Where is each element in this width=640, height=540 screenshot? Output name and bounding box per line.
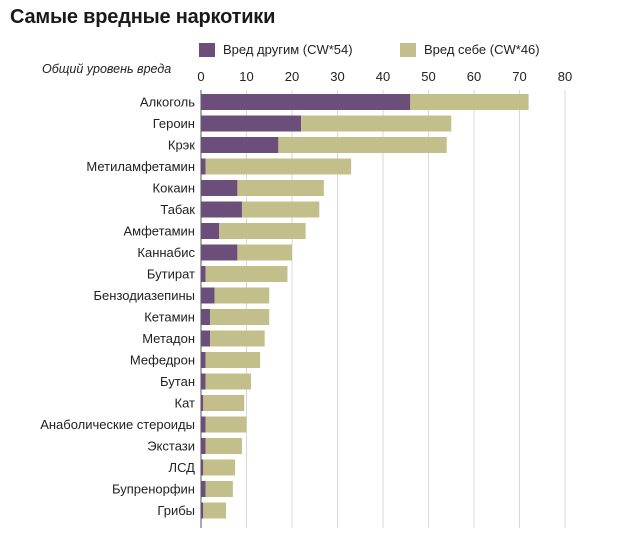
bar-others [201, 180, 238, 196]
bar-self [203, 502, 227, 519]
x-tick-label: 10 [239, 69, 253, 84]
bar-others [201, 352, 206, 368]
legend-label-others: Вред другим (CW*54) [223, 42, 353, 57]
x-tick-label: 20 [285, 69, 299, 84]
bar-others [201, 438, 206, 454]
bar-others [201, 373, 206, 390]
bar-others [201, 158, 206, 175]
bar-others [201, 201, 242, 218]
category-label: Грибы [157, 503, 195, 518]
category-label: Кокаин [153, 181, 195, 196]
bar-self [278, 137, 447, 153]
bar-others [201, 481, 206, 497]
bar-self [205, 438, 242, 454]
legend-swatch-others [199, 42, 215, 57]
category-label: Кат [175, 396, 196, 411]
x-tick-label: 80 [558, 69, 572, 84]
category-label: Алкоголь [140, 95, 195, 110]
category-label: Кетамин [144, 310, 195, 325]
category-label: Бупренорфин [112, 482, 195, 497]
bar-others [201, 244, 238, 261]
category-label: Бензодиазепины [94, 288, 196, 303]
legend-item-self: Вред себе (CW*46) [400, 42, 540, 57]
x-tick-label: 30 [330, 69, 344, 84]
bar-self [210, 309, 270, 325]
category-label: Анаболические стероиды [40, 417, 195, 432]
bar-others [201, 502, 204, 519]
bar-self [203, 459, 236, 476]
chart-title: Самые вредные наркотики [10, 6, 276, 28]
bar-others [201, 459, 204, 476]
bar-self [410, 94, 529, 110]
bar-self [219, 223, 306, 239]
bar-others [201, 94, 411, 110]
bar-self [237, 244, 292, 261]
category-label: Экстази [147, 439, 195, 454]
bar-others [201, 137, 279, 153]
bar-others [201, 416, 206, 433]
category-label: Каннабис [137, 245, 195, 260]
category-label: Мефедрон [130, 353, 195, 368]
bar-self [205, 373, 252, 390]
bar-self [205, 352, 261, 368]
category-label: Табак [160, 202, 195, 217]
bar-self [214, 287, 270, 304]
bar-others [201, 266, 206, 282]
bar-self [205, 266, 288, 282]
bar-self [203, 395, 245, 411]
category-label: Бутират [147, 267, 195, 282]
legend-label-self: Вред себе (CW*46) [424, 42, 540, 57]
category-label: Бутан [160, 374, 195, 389]
category-label: ЛСД [169, 460, 196, 475]
bar-self [241, 201, 320, 218]
x-tick-label: 40 [376, 69, 390, 84]
bar-others [201, 395, 204, 411]
bar-self [237, 180, 324, 196]
category-label: Метадон [142, 331, 195, 346]
x-tick-label: 60 [467, 69, 481, 84]
bar-self [210, 330, 265, 347]
x-tick-label: 0 [197, 69, 204, 84]
category-label: Метиламфетамин [86, 159, 195, 174]
bar-self [205, 481, 233, 497]
bar-others [201, 287, 215, 304]
legend-item-others: Вред другим (CW*54) [199, 42, 353, 57]
x-tick-label: 70 [512, 69, 526, 84]
category-label: Крэк [168, 138, 195, 153]
bar-others [201, 309, 211, 325]
bar-self [205, 158, 352, 175]
bar-self [205, 416, 247, 433]
category-label: Героин [153, 116, 195, 131]
x-tick-label: 50 [421, 69, 435, 84]
bar-others [201, 330, 211, 347]
bar-others [201, 223, 220, 239]
legend-swatch-self [400, 42, 416, 57]
category-label: Амфетамин [123, 224, 195, 239]
axis-caption: Общий уровень вреда [42, 62, 172, 76]
bar-self [301, 115, 452, 132]
bar-others [201, 115, 302, 132]
